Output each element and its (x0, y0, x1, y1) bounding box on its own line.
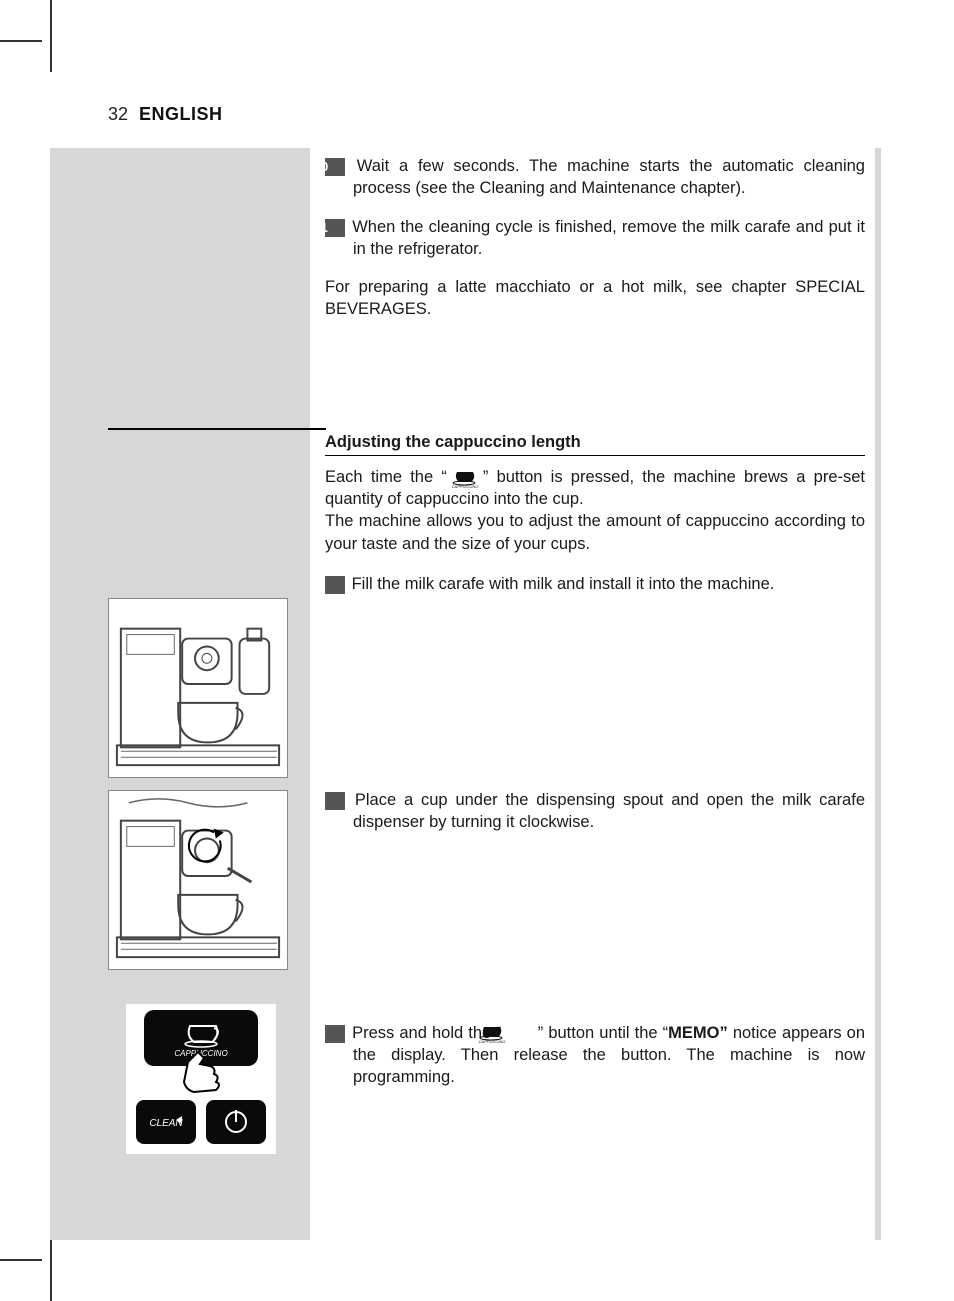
crop-mark (0, 40, 42, 42)
step-11: 11 When the cleaning cycle is finished, … (325, 216, 865, 261)
figure-control-panel: CAPPUCCINO CLEAN (126, 1004, 276, 1154)
page-number: 32 (108, 104, 128, 124)
step-text: Fill the milk carafe with milk and insta… (352, 575, 775, 593)
step-number: 2 (325, 792, 345, 810)
step-text: Place a cup under the dispensing spout a… (353, 791, 865, 831)
language-label: ENGLISH (139, 104, 223, 124)
step-text: ” button until the “ (538, 1024, 668, 1042)
memo-label: MEMO” (668, 1024, 728, 1042)
step-number: 3 (325, 1025, 345, 1043)
adjust-step-1: 1 Fill the milk carafe with milk and ins… (325, 573, 865, 595)
figure-machine-carafe (108, 598, 288, 778)
section-heading: Adjusting the cappuccino length (325, 431, 865, 456)
step-number: 1 (325, 576, 345, 594)
section-rule (108, 428, 326, 430)
svg-text:CAPPUCCINO: CAPPUCCINO (478, 1039, 505, 1043)
adjust-step-2: 2 Place a cup under the dispensing spout… (325, 789, 865, 834)
section-intro: Each time the “ CAPPUCCINO ” button is p… (325, 466, 865, 555)
step-text: When the cleaning cycle is finished, rem… (352, 218, 865, 258)
note-text: For preparing a latte macchiato or a hot… (325, 276, 865, 321)
step-10: 10 Wait a few seconds. The machine start… (325, 155, 865, 200)
intro-text: The machine allows you to adjust the amo… (325, 512, 865, 552)
adjust-step-3: 3 Press and hold the “ CAPPUCCINO ” butt… (325, 1022, 865, 1089)
crop-mark (0, 1259, 42, 1261)
step-number: 11 (325, 219, 345, 237)
figure-open-dispenser (108, 790, 288, 970)
cappuccino-icon: CAPPUCCINO (447, 468, 483, 488)
step-number: 10 (325, 158, 345, 176)
svg-text:CAPPUCCINO: CAPPUCCINO (452, 484, 479, 488)
intro-text: Each time the “ (325, 468, 447, 486)
cappuccino-icon: CAPPUCCINO (502, 1023, 538, 1043)
page-header: 32 ENGLISH (108, 104, 223, 125)
crop-mark (50, 0, 52, 72)
content-column: 10 Wait a few seconds. The machine start… (325, 155, 865, 1105)
step-text: Wait a few seconds. The machine starts t… (353, 157, 865, 197)
right-margin-strip (875, 148, 881, 1240)
